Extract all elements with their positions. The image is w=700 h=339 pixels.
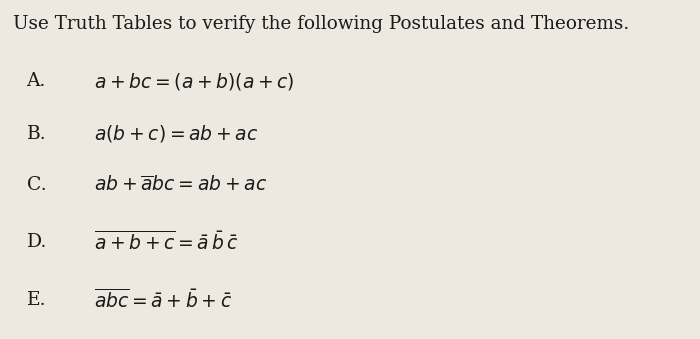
- Text: D.: D.: [27, 233, 47, 252]
- Text: $ab + \overline{a}bc = ab + ac$: $ab + \overline{a}bc = ab + ac$: [94, 175, 267, 195]
- Text: Use Truth Tables to verify the following Postulates and Theorems.: Use Truth Tables to verify the following…: [13, 15, 629, 33]
- Text: C.: C.: [27, 176, 46, 194]
- Text: $a(b + c) = ab + ac$: $a(b + c) = ab + ac$: [94, 123, 259, 144]
- Text: $\overline{a + b + c} = \bar{a}\,\bar{b}\,\bar{c}$: $\overline{a + b + c} = \bar{a}\,\bar{b}…: [94, 231, 239, 254]
- Text: E.: E.: [27, 291, 46, 309]
- Text: $\overline{abc} = \bar{a} + \bar{b} + \bar{c}$: $\overline{abc} = \bar{a} + \bar{b} + \b…: [94, 288, 232, 312]
- Text: A.: A.: [27, 72, 46, 91]
- Text: B.: B.: [27, 125, 46, 143]
- Text: $a + bc = (a + b)(a + c)$: $a + bc = (a + b)(a + c)$: [94, 71, 295, 92]
